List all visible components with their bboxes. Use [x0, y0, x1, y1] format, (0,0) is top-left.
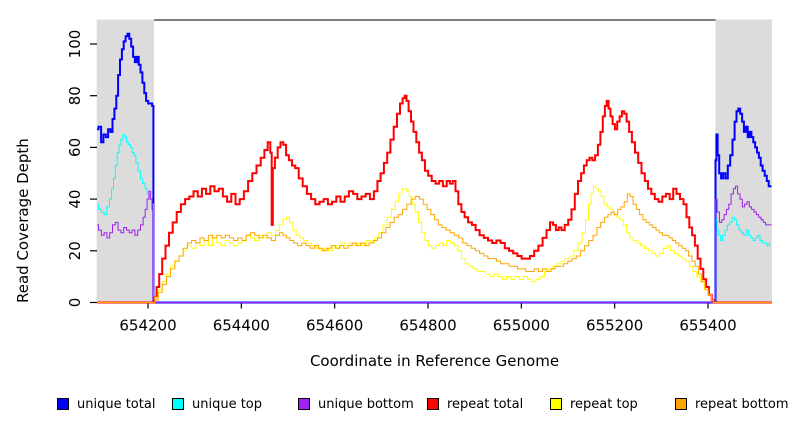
shaded-region	[715, 19, 772, 303]
y-tick-label: 60	[66, 138, 84, 157]
unique-total-swatch-icon	[57, 398, 69, 410]
x-tick-label: 655000	[493, 317, 550, 335]
y-axis-label: Read Coverage Depth	[14, 138, 32, 303]
series-line-unique-bottom	[97, 185, 772, 303]
repeat-bottom-swatch-icon	[675, 398, 687, 410]
series-line-repeat-total	[97, 94, 772, 304]
series-line-unique-total	[97, 32, 772, 304]
unique-top-swatch-icon	[172, 398, 184, 410]
legend-label: repeat top	[570, 396, 638, 412]
legend-item-repeat-bottom: repeat bottom	[675, 396, 789, 412]
legend-item-unique-top: unique top	[172, 396, 262, 412]
legend-label: unique bottom	[318, 396, 414, 412]
series-group	[97, 32, 772, 304]
x-tick-label: 654600	[306, 317, 363, 335]
legend-item-unique-total: unique total	[57, 396, 155, 412]
series-line-unique-top	[97, 134, 771, 303]
repeat-top-swatch-icon	[550, 398, 562, 410]
legend-item-repeat-total: repeat total	[427, 396, 523, 412]
repeat-total-swatch-icon	[427, 398, 439, 410]
unique-bottom-swatch-icon	[298, 398, 310, 410]
legend-item-repeat-top: repeat top	[550, 396, 638, 412]
legend-label: repeat bottom	[695, 396, 789, 412]
series-line-repeat-bottom	[97, 193, 772, 303]
series-line-repeat-top	[97, 185, 772, 303]
y-tick-label: 100	[66, 30, 84, 59]
x-tick-label: 655400	[679, 317, 736, 335]
y-tick-label: 40	[66, 190, 84, 209]
x-tick-label: 654400	[213, 317, 270, 335]
x-axis-label: Coordinate in Reference Genome	[309, 352, 560, 370]
y-tick-label: 0	[66, 298, 84, 308]
legend-label: repeat total	[447, 396, 524, 412]
plot-canvas: 654200 654400 654600 654800 655000 655200 6554…	[66, 19, 772, 335]
x-tick-label: 655200	[586, 317, 643, 335]
shaded-region	[96, 19, 155, 303]
legend: unique total unique top unique bottom re…	[0, 396, 792, 416]
y-tick-label: 80	[66, 86, 84, 105]
x-tick-label: 654800	[399, 317, 456, 335]
x-tick-label: 654200	[119, 317, 176, 335]
y-tick-label: 20	[66, 241, 84, 260]
legend-item-unique-bottom: unique bottom	[298, 396, 414, 412]
legend-label: unique top	[192, 396, 263, 412]
legend-label: unique total	[77, 396, 156, 412]
